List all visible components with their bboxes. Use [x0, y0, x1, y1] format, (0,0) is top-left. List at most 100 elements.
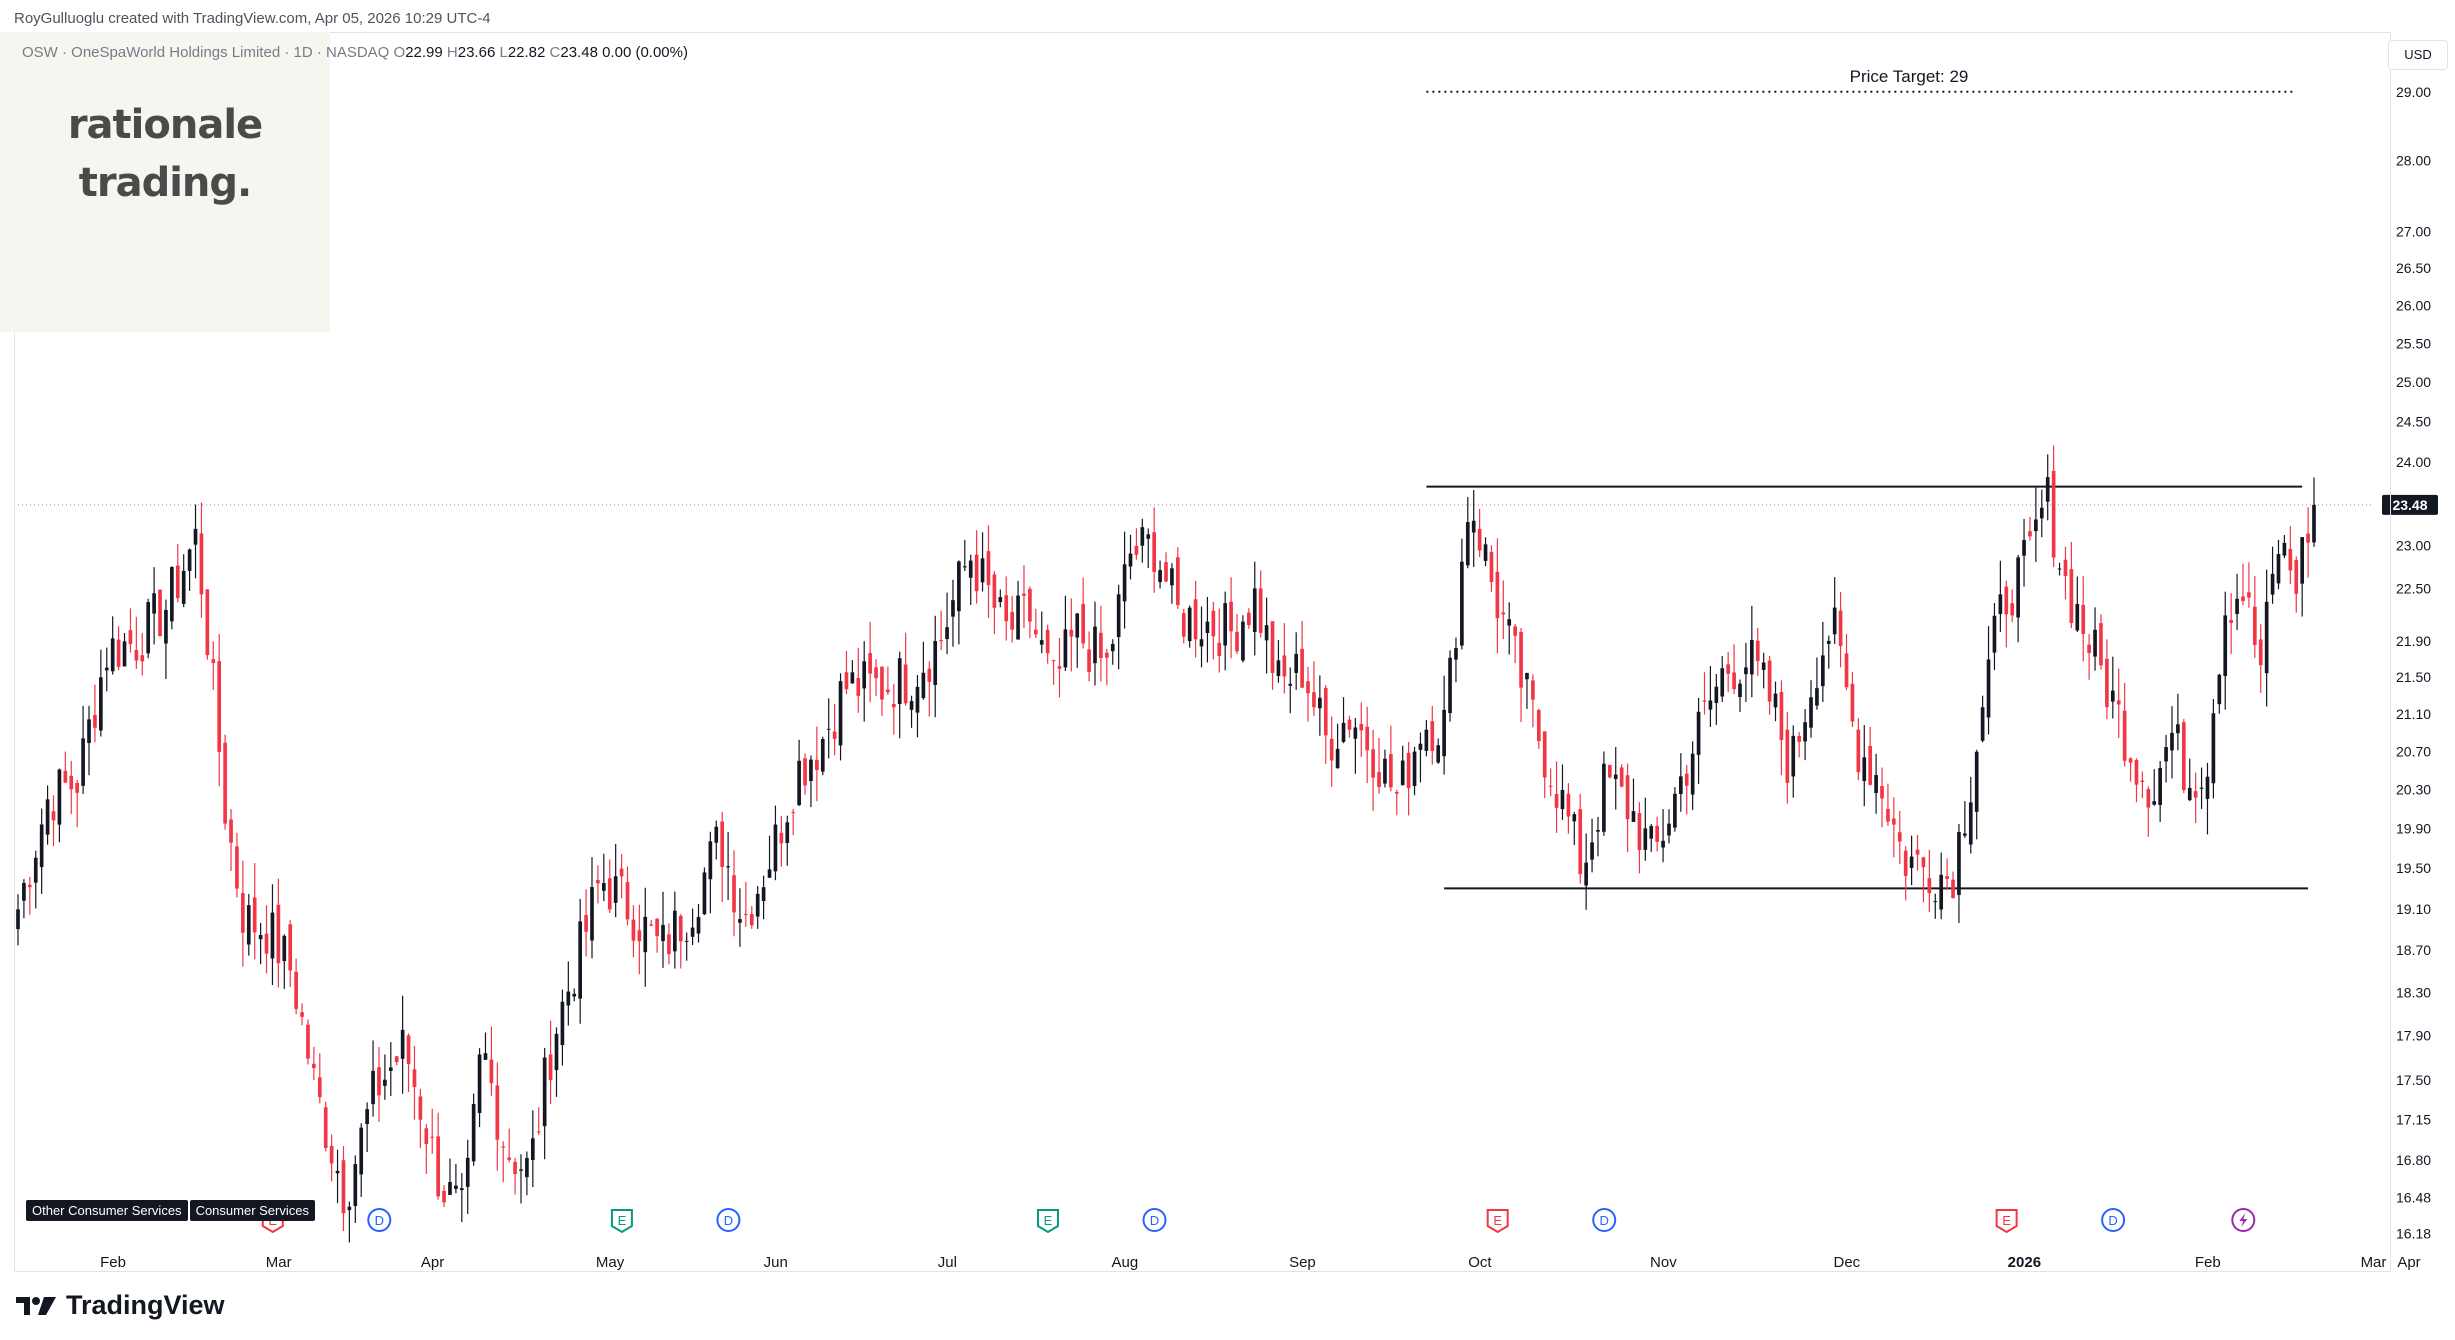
sector-badge-other[interactable]: Other Consumer Services	[26, 1200, 188, 1221]
candle	[1507, 602, 1512, 655]
candle	[1270, 621, 1275, 690]
x-tick-label: Apr	[2397, 1254, 2420, 1271]
candle	[1726, 651, 1730, 693]
candle	[1542, 731, 1547, 799]
candle	[1803, 709, 1807, 761]
earnings-marker[interactable]: E	[1036, 1209, 1059, 1234]
candle	[1714, 674, 1719, 725]
candle	[826, 698, 831, 759]
candle	[1152, 507, 1156, 593]
candle	[613, 843, 618, 918]
candle	[2152, 769, 2157, 806]
candle	[2300, 537, 2304, 617]
candle	[99, 649, 103, 737]
candle	[856, 647, 861, 713]
candle	[1104, 648, 1109, 686]
currency-selector[interactable]: USD	[2388, 40, 2448, 70]
candle	[1170, 563, 1174, 604]
svg-text:E: E	[618, 1213, 627, 1228]
candle	[51, 795, 56, 847]
earnings-marker[interactable]: E	[1486, 1209, 1509, 1234]
candle	[1708, 665, 1713, 727]
candle	[2312, 477, 2316, 547]
candle	[2193, 772, 2198, 824]
candle	[749, 906, 754, 929]
candle	[235, 832, 239, 898]
x-tick-label: Dec	[1833, 1254, 1860, 1271]
candle	[436, 1112, 440, 1200]
tradingview-logo-icon	[16, 1296, 56, 1315]
candle	[530, 1110, 535, 1188]
candle	[596, 865, 600, 904]
dividend-marker[interactable]: D	[716, 1208, 741, 1232]
svg-text:E: E	[1493, 1213, 1502, 1228]
candle	[696, 903, 701, 943]
candle	[1696, 697, 1701, 784]
y-tick-label: 28.00	[2396, 152, 2431, 168]
candle	[465, 1139, 470, 1214]
svg-text:D: D	[375, 1213, 384, 1228]
candle	[921, 641, 926, 700]
candle	[1578, 793, 1583, 884]
legend-symbol[interactable]: OSW · OneSpaWorld Holdings Limited · 1D …	[22, 44, 390, 61]
logo-panel: rationale trading.	[0, 32, 330, 332]
candle	[158, 589, 162, 637]
candle	[1992, 603, 1997, 671]
legend-open: 22.99	[405, 44, 443, 61]
y-tick-label: 26.00	[2396, 297, 2431, 313]
candle	[779, 816, 784, 867]
sector-badge-consumer[interactable]: Consumer Services	[189, 1200, 315, 1221]
candle	[1164, 552, 1168, 583]
candle	[33, 850, 38, 909]
tradingview-footer[interactable]: TradingView	[16, 1290, 225, 1321]
dividend-marker[interactable]: D	[367, 1208, 392, 1232]
y-tick-label: 19.10	[2396, 901, 2431, 917]
candle	[933, 615, 938, 718]
svg-text:E: E	[1044, 1213, 1053, 1228]
candle	[744, 881, 748, 927]
candle	[365, 1102, 369, 1152]
candle	[1252, 561, 1257, 656]
candle	[1010, 595, 1014, 643]
candle	[554, 1027, 559, 1097]
earnings-marker[interactable]: E	[1995, 1209, 2018, 1234]
candle	[2116, 668, 2121, 739]
candle	[590, 857, 594, 959]
candle	[122, 632, 127, 667]
split-marker[interactable]	[2231, 1208, 2256, 1232]
candle	[1365, 706, 1370, 784]
earnings-marker[interactable]: E	[610, 1209, 633, 1234]
candle	[1744, 642, 1748, 702]
candle	[1323, 684, 1328, 764]
dividend-marker[interactable]: D	[1142, 1208, 1167, 1232]
price-chart[interactable]: EDEDEDEDED 29.0028.0027.0026.5026.0025.5…	[14, 32, 2455, 1272]
candle	[341, 1146, 346, 1231]
candle	[377, 1047, 381, 1122]
candle	[714, 820, 719, 860]
x-tick-label: Nov	[1650, 1254, 1677, 1271]
candle	[1519, 628, 1523, 723]
candle	[673, 891, 677, 969]
candle	[708, 831, 713, 914]
candle	[2181, 718, 2186, 794]
candle	[1181, 608, 1186, 644]
candle	[1282, 623, 1287, 694]
candle	[2081, 576, 2086, 662]
candle	[637, 904, 642, 975]
candle	[1471, 490, 1476, 567]
candle	[844, 651, 849, 695]
candle	[1909, 835, 1914, 886]
candle	[1341, 697, 1346, 744]
candle	[507, 1128, 511, 1163]
dividend-marker[interactable]: D	[2101, 1208, 2126, 1232]
candle	[1915, 834, 1920, 871]
candle	[1602, 751, 1606, 836]
candle	[1755, 627, 1760, 676]
dividend-marker[interactable]: D	[1592, 1208, 1617, 1232]
candle	[1383, 749, 1387, 788]
candle	[1957, 823, 1961, 923]
candle	[767, 835, 772, 879]
candle	[501, 1141, 506, 1183]
candle	[1193, 580, 1198, 658]
candle	[2039, 489, 2044, 538]
